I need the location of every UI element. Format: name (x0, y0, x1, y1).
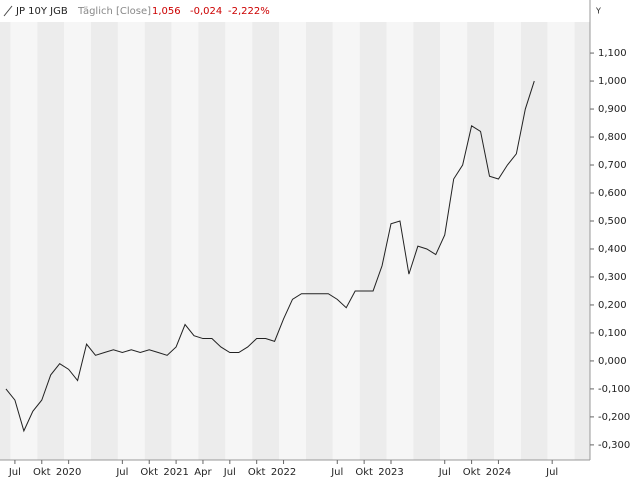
x-tick-label: 2024 (486, 467, 511, 478)
quarter-band (332, 22, 360, 460)
quarter-band (279, 22, 306, 460)
y-tick-label: -0,100 (598, 384, 630, 395)
quarter-band (305, 22, 333, 460)
bands (0, 22, 590, 460)
quarter-band (64, 22, 92, 460)
x-tick-label: 2022 (271, 467, 296, 478)
quarter-band (144, 22, 172, 460)
quarter-band (574, 22, 590, 460)
y-tick-label: 0,300 (598, 272, 627, 283)
y-tick-label: -0,200 (598, 412, 630, 423)
y-tick-label: 1,000 (598, 76, 627, 87)
quarter-band (493, 22, 521, 460)
y-axis-label: Y (595, 7, 601, 16)
y-tick-label: 0,900 (598, 104, 627, 115)
quarter-band (413, 22, 441, 460)
price-line (5, 80, 535, 433)
quarter-band (117, 22, 145, 460)
x-tick-label: Jul (115, 467, 128, 478)
x-tick-label: Jul (8, 467, 21, 478)
quarter-band (37, 22, 65, 460)
quarter-band (225, 22, 253, 460)
change-percent: -2,222% (228, 6, 270, 17)
quarter-band (10, 22, 38, 460)
x-tick-label: 2020 (56, 467, 81, 478)
x-tick-label: Okt (248, 467, 266, 478)
quarter-band (171, 22, 199, 460)
x-tick-label: 2021 (163, 467, 188, 478)
quarter-band (91, 22, 118, 460)
quarter-band (467, 22, 494, 460)
x-tick-label: Jul (223, 467, 236, 478)
quarter-band (440, 22, 468, 460)
x-tick-label: Okt (355, 467, 373, 478)
y-tick-label: -0,300 (598, 440, 630, 451)
y-tick-label: 0,800 (598, 132, 627, 143)
last-value: 1,056 (152, 6, 181, 17)
x-tick-label: Jul (545, 467, 558, 478)
y-tick-label: 0,400 (598, 244, 627, 255)
y-tick-label: 1,100 (598, 48, 627, 59)
quarter-band (0, 22, 11, 460)
y-tick-label: 0,100 (598, 328, 627, 339)
quarter-band (520, 22, 548, 460)
y-tick-label: 0,700 (598, 160, 627, 171)
x-tick-label: Okt (33, 467, 51, 478)
y-tick-label: 0,600 (598, 188, 627, 199)
x-tick-label: Jul (330, 467, 343, 478)
change: -0,024 (190, 6, 222, 17)
quarter-band (252, 22, 280, 460)
x-tick-label: 2023 (378, 467, 403, 478)
plot-area (5, 80, 535, 433)
chart-title: JP 10Y JGB (15, 6, 68, 17)
x-tick-label: Okt (140, 467, 158, 478)
y-tick-label: 0,000 (598, 356, 627, 367)
x-tick-label: Apr (194, 467, 212, 478)
x-tick-label: Okt (463, 467, 481, 478)
x-tick-label: Jul (438, 467, 451, 478)
y-tick-label: 0,200 (598, 300, 627, 311)
quarter-band (359, 22, 387, 460)
quarter-band (386, 22, 414, 460)
line-icon (3, 5, 13, 17)
quarter-band (547, 22, 575, 460)
quarter-band (198, 22, 226, 460)
chart-subtitle: Täglich [Close] (77, 6, 151, 17)
y-tick-label: 0,500 (598, 216, 627, 227)
